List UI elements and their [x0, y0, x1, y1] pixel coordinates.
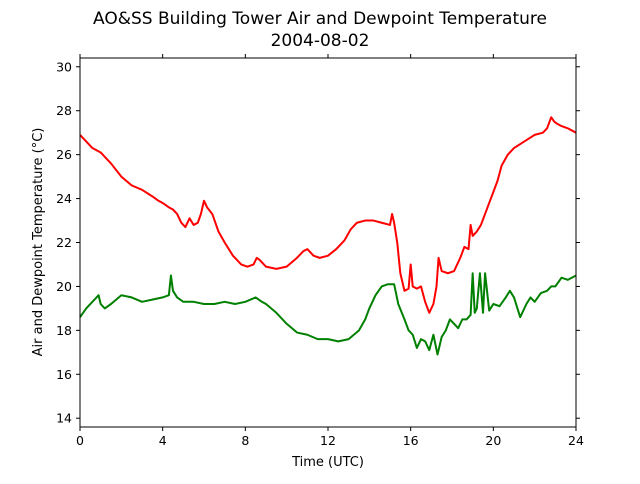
x-axis-label: Time (UTC)	[291, 455, 364, 470]
series-line-2	[79, 272, 577, 356]
x-axis: 0 4 8 12 16 20 24	[76, 54, 584, 448]
x-tick-label: 0	[76, 433, 84, 448]
y-tick-label: 16	[56, 367, 72, 382]
x-tick-label: 24	[568, 433, 584, 448]
y-tick-label: 18	[56, 323, 72, 338]
chart-subtitle: 2004-08-02	[271, 31, 370, 51]
y-tick-label: 22	[56, 235, 72, 250]
x-tick-label: 20	[485, 433, 501, 448]
y-axis: 14 16 18 20 22 24 26 28 30	[56, 59, 580, 426]
y-tick-label: 24	[56, 191, 72, 206]
x-tick-label: 4	[159, 433, 167, 448]
y-tick-label: 14	[56, 411, 72, 426]
x-tick-label: 8	[241, 433, 249, 448]
chart-title: AO&SS Building Tower Air and Dewpoint Te…	[93, 9, 547, 29]
y-tick-label: 20	[56, 279, 72, 294]
y-tick-label: 30	[56, 59, 72, 74]
y-tick-label: 26	[56, 147, 72, 162]
y-axis-label: Air and Dewpoint Temperature (°C)	[31, 128, 46, 357]
x-tick-label: 16	[403, 433, 419, 448]
y-tick-label: 28	[56, 103, 72, 118]
series-layer	[79, 116, 577, 356]
x-tick-label: 12	[320, 433, 336, 448]
series-line-1	[79, 116, 577, 314]
plot-area: 0 4 8 12 16 20 24 14 16 18 20 22 24 26 28 30	[56, 54, 584, 448]
